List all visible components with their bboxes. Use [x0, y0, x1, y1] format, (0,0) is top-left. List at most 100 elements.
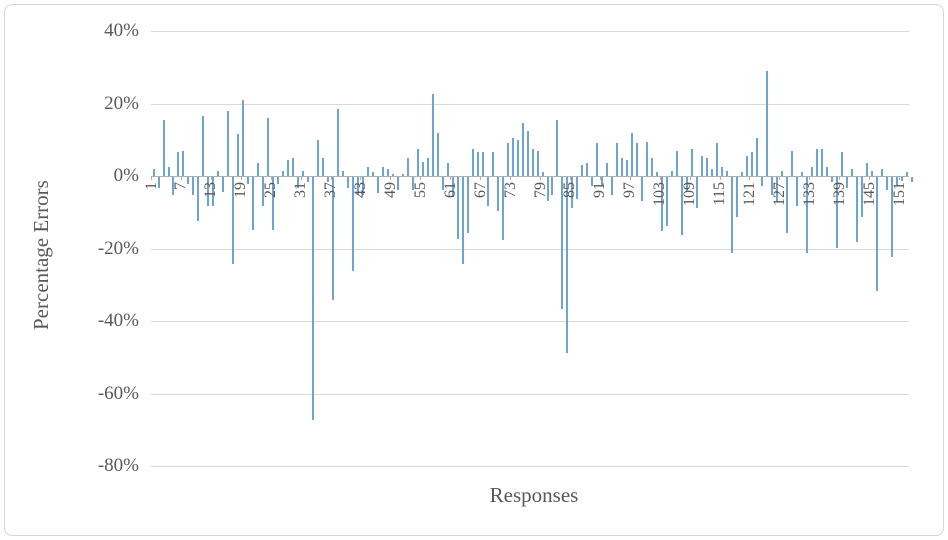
axis-tick [210, 176, 212, 180]
bar [406, 157, 409, 176]
bar [162, 119, 165, 176]
bar [591, 177, 594, 187]
bar [556, 119, 559, 176]
axis-tick [330, 176, 332, 180]
bar [327, 177, 329, 183]
bar [237, 134, 240, 176]
axis-tick [270, 176, 272, 180]
bar [626, 159, 629, 176]
bar [676, 150, 679, 176]
bar [242, 99, 245, 176]
bar [491, 152, 494, 176]
gridline [151, 103, 909, 105]
bar [272, 177, 275, 230]
axis-tick [779, 176, 781, 180]
bar [292, 157, 295, 176]
bar [366, 166, 369, 176]
bar [352, 177, 354, 272]
x-tick-label: 19 [232, 182, 250, 198]
bar [172, 177, 175, 196]
bar [910, 177, 913, 183]
x-tick-label: 109 [681, 182, 699, 206]
bar [775, 177, 778, 201]
y-tick-label: -60% [97, 382, 139, 404]
bar [282, 170, 285, 176]
bar [252, 177, 255, 230]
bar [337, 108, 339, 176]
axis-tick [420, 176, 422, 180]
bar [182, 150, 185, 176]
bar [696, 177, 699, 208]
bar [312, 177, 315, 420]
x-axis-line [151, 176, 909, 177]
bar [376, 177, 379, 194]
axis-tick [180, 176, 182, 180]
bar [476, 152, 479, 176]
bar [396, 177, 399, 190]
axis-tick [839, 176, 841, 180]
axis-tick [360, 176, 362, 180]
bar [541, 172, 544, 176]
bar [222, 177, 225, 192]
bar [307, 177, 310, 183]
bar [646, 141, 649, 176]
bar [661, 177, 664, 232]
bar [317, 139, 320, 177]
bar [506, 143, 509, 176]
axis-tick [659, 176, 661, 180]
x-tick-label: 1 [142, 182, 160, 190]
bar [426, 157, 429, 176]
bar [850, 168, 853, 177]
bar [840, 152, 843, 176]
bar [586, 163, 589, 176]
x-tick-label: 103 [651, 182, 669, 206]
bar [501, 177, 504, 241]
bar [381, 166, 384, 176]
bar [810, 166, 813, 176]
bar [656, 172, 659, 176]
bar [466, 177, 469, 234]
bar [731, 177, 733, 254]
bar [666, 177, 669, 226]
bar [322, 157, 324, 176]
x-tick-label: 121 [740, 182, 758, 206]
axis-tick [599, 176, 601, 180]
bar [536, 150, 539, 176]
gridline [151, 393, 909, 395]
y-axis-title: Percentage Errors [29, 180, 53, 330]
axis-tick [390, 176, 392, 180]
x-tick-label: 55 [411, 182, 429, 198]
bar [386, 168, 389, 177]
bar [636, 143, 639, 176]
bar [576, 177, 579, 199]
bar [471, 148, 474, 176]
bar [611, 177, 614, 196]
bar [227, 110, 230, 177]
bar [157, 177, 160, 188]
bar [267, 118, 270, 176]
axis-tick [300, 176, 302, 180]
bar [262, 177, 265, 206]
bar [531, 148, 534, 176]
bar [736, 177, 738, 217]
axis-tick [480, 176, 482, 180]
bar [621, 157, 624, 176]
bar [905, 172, 908, 176]
bar [855, 177, 858, 243]
bar [755, 137, 758, 176]
bar [760, 177, 763, 187]
bar [800, 172, 803, 176]
bar [830, 177, 833, 183]
bar [820, 148, 823, 176]
bar [716, 143, 718, 176]
bar [815, 148, 818, 176]
bar [601, 177, 604, 187]
bar [770, 177, 773, 196]
bar [257, 163, 260, 176]
bar [706, 157, 708, 176]
bar [581, 165, 584, 176]
bar [431, 94, 434, 176]
bar [740, 172, 743, 176]
bar [167, 166, 170, 176]
bar [711, 168, 713, 177]
